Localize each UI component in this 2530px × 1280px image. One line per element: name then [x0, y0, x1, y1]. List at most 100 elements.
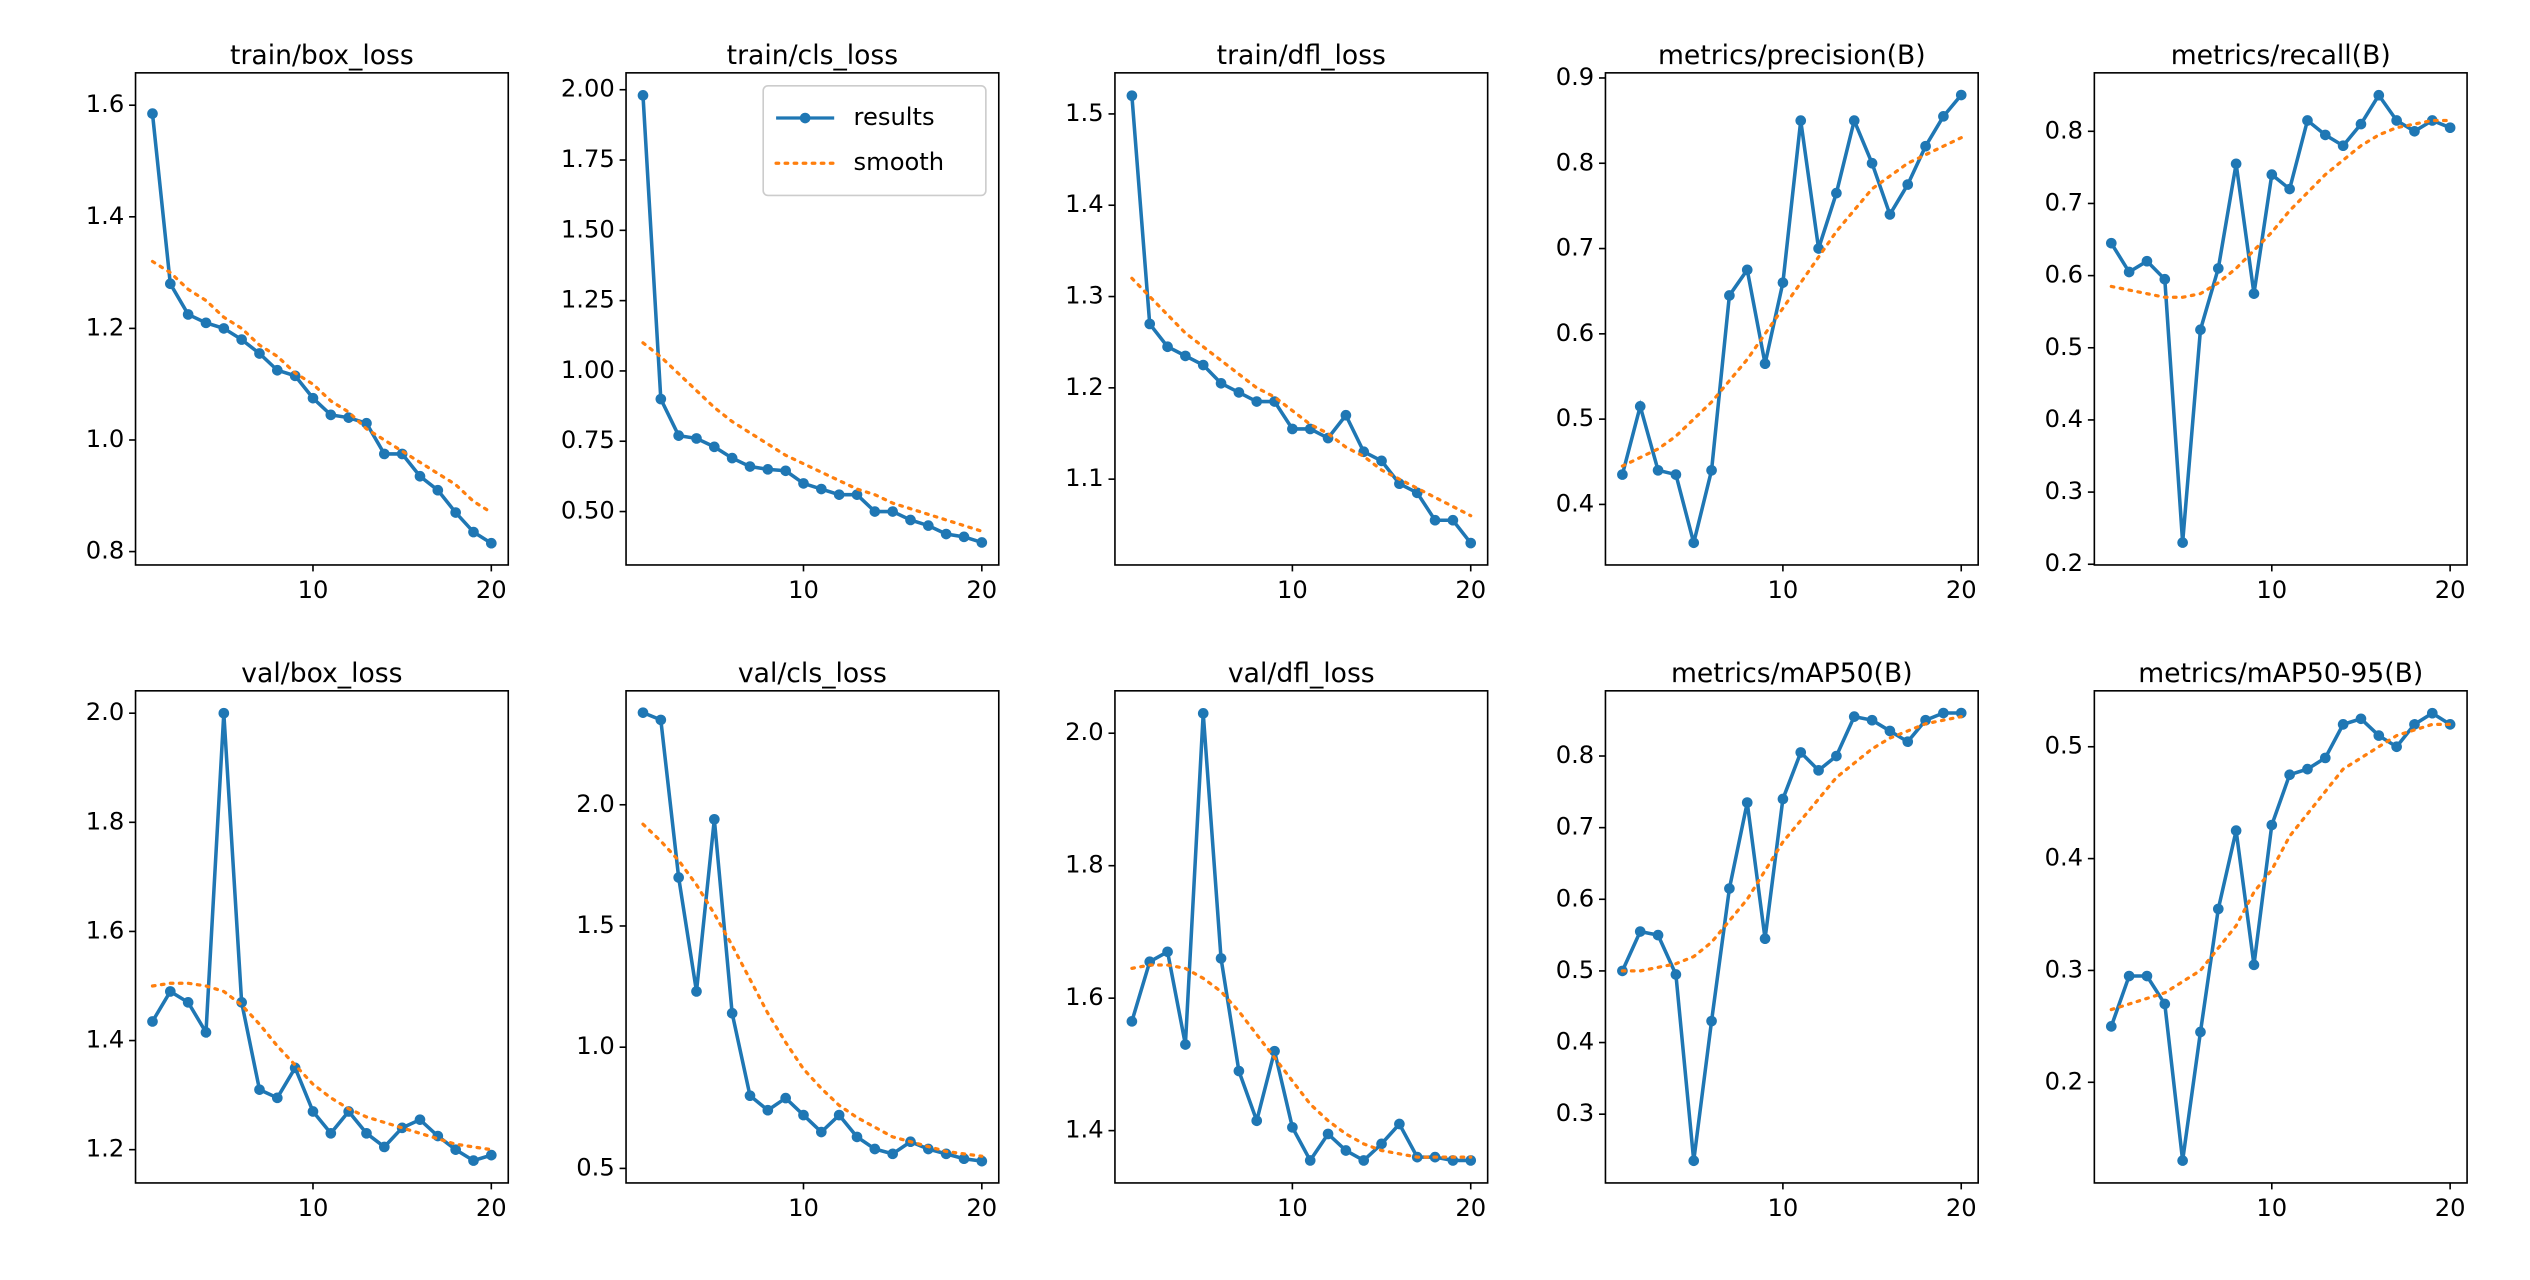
- point: [887, 506, 898, 517]
- point: [1634, 401, 1646, 412]
- point: [1340, 1145, 1352, 1156]
- point: [2284, 183, 2295, 195]
- point: [450, 1144, 461, 1155]
- point: [780, 1092, 791, 1104]
- point: [485, 1149, 497, 1161]
- point: [2159, 998, 2171, 1010]
- point: [2319, 752, 2331, 764]
- point: [1376, 455, 1387, 467]
- point: [1358, 1155, 1370, 1166]
- point: [2355, 713, 2367, 725]
- x-tick-label: 20: [966, 576, 997, 604]
- point: [1287, 1121, 1298, 1133]
- point: [414, 470, 426, 482]
- point: [450, 507, 461, 518]
- subplot: val/cls_loss 0.5 1.0 1.5 2.0 10 20: [576, 658, 1000, 1222]
- point: [1634, 926, 1646, 937]
- point: [1126, 1016, 1138, 1027]
- point: [1251, 1115, 1263, 1127]
- y-tick-label: 0.3: [1556, 1099, 1594, 1127]
- x-tick-label: 20: [476, 1194, 507, 1222]
- point: [1759, 933, 1771, 945]
- axes-frame: [2093, 72, 2468, 566]
- point: [1920, 714, 1931, 726]
- point: [271, 1092, 283, 1104]
- point: [958, 1153, 970, 1165]
- x-tick-label: 20: [2435, 1194, 2466, 1222]
- y-tick-label: 1.4: [1065, 1116, 1103, 1144]
- y-tick-label: 0.2: [2045, 549, 2083, 577]
- smooth-line: [641, 822, 984, 1158]
- x-tick-label: 10: [298, 576, 329, 604]
- y-tick-label: 0.3: [2045, 955, 2083, 983]
- y-tick-label: 0.7: [2045, 188, 2083, 216]
- point: [2373, 730, 2385, 741]
- point: [1411, 487, 1423, 499]
- point: [1741, 264, 1753, 276]
- y-tick-label: 0.4: [2045, 405, 2083, 433]
- y-tick-label: 1.25: [561, 286, 615, 314]
- point: [1777, 277, 1789, 288]
- point: [2444, 122, 2456, 134]
- point: [637, 90, 649, 101]
- point: [1652, 464, 1664, 476]
- point: [2105, 1021, 2117, 1032]
- point: [1126, 90, 1138, 101]
- point: [254, 1084, 265, 1095]
- point: [1465, 537, 1477, 549]
- x-tick-label: 10: [1768, 1194, 1799, 1222]
- point: [1688, 537, 1700, 549]
- y-tick-label: 0.7: [1556, 813, 1594, 841]
- point: [1831, 750, 1842, 762]
- point: [1269, 1045, 1280, 1057]
- y-tick-label: 1.5: [1065, 99, 1103, 127]
- x-tick-label: 20: [966, 1194, 997, 1222]
- results-line: [1130, 95, 1473, 545]
- point: [1429, 514, 1441, 526]
- results-line: [2109, 91, 2451, 543]
- point: [780, 465, 791, 477]
- results-line: [150, 713, 492, 1163]
- smooth-line: [1130, 276, 1473, 518]
- point: [1376, 1138, 1387, 1150]
- y-tick-label: 1.2: [86, 1135, 124, 1163]
- point: [236, 334, 247, 345]
- point: [2266, 169, 2278, 180]
- point: [655, 393, 667, 405]
- smooth-line: [150, 259, 493, 515]
- point: [200, 317, 212, 329]
- point: [637, 707, 649, 718]
- point: [976, 1155, 988, 1167]
- point: [815, 483, 827, 495]
- y-tick-label: 0.8: [2045, 116, 2083, 144]
- y-tick-label: 1.4: [86, 1026, 124, 1054]
- point: [325, 409, 337, 421]
- point: [2105, 237, 2117, 249]
- point: [2141, 255, 2153, 267]
- y-tick-label: 1.50: [561, 215, 615, 243]
- point: [1706, 1015, 1717, 1027]
- point: [1938, 111, 1949, 122]
- y-tick-label: 1.0: [86, 425, 124, 453]
- point: [2159, 273, 2171, 285]
- point: [1233, 387, 1245, 398]
- y-tick-label: 1.6: [1065, 983, 1103, 1011]
- point: [1197, 708, 1209, 719]
- y-tick-label: 0.7: [1556, 234, 1594, 262]
- point: [726, 452, 738, 464]
- point: [2302, 763, 2313, 775]
- point: [940, 528, 952, 540]
- point: [2355, 118, 2367, 130]
- point: [673, 430, 684, 441]
- point: [1688, 1155, 1700, 1167]
- point: [958, 531, 970, 543]
- y-tick-label: 2.0: [86, 698, 124, 726]
- x-tick-label: 10: [2256, 1194, 2287, 1222]
- y-tick-label: 1.8: [86, 807, 124, 835]
- point: [1322, 1128, 1334, 1140]
- point: [218, 323, 230, 334]
- x-tick-label: 10: [788, 576, 819, 604]
- subplot-title: train/dfl_loss: [1217, 40, 1386, 71]
- y-tick-label: 0.3: [2045, 477, 2083, 505]
